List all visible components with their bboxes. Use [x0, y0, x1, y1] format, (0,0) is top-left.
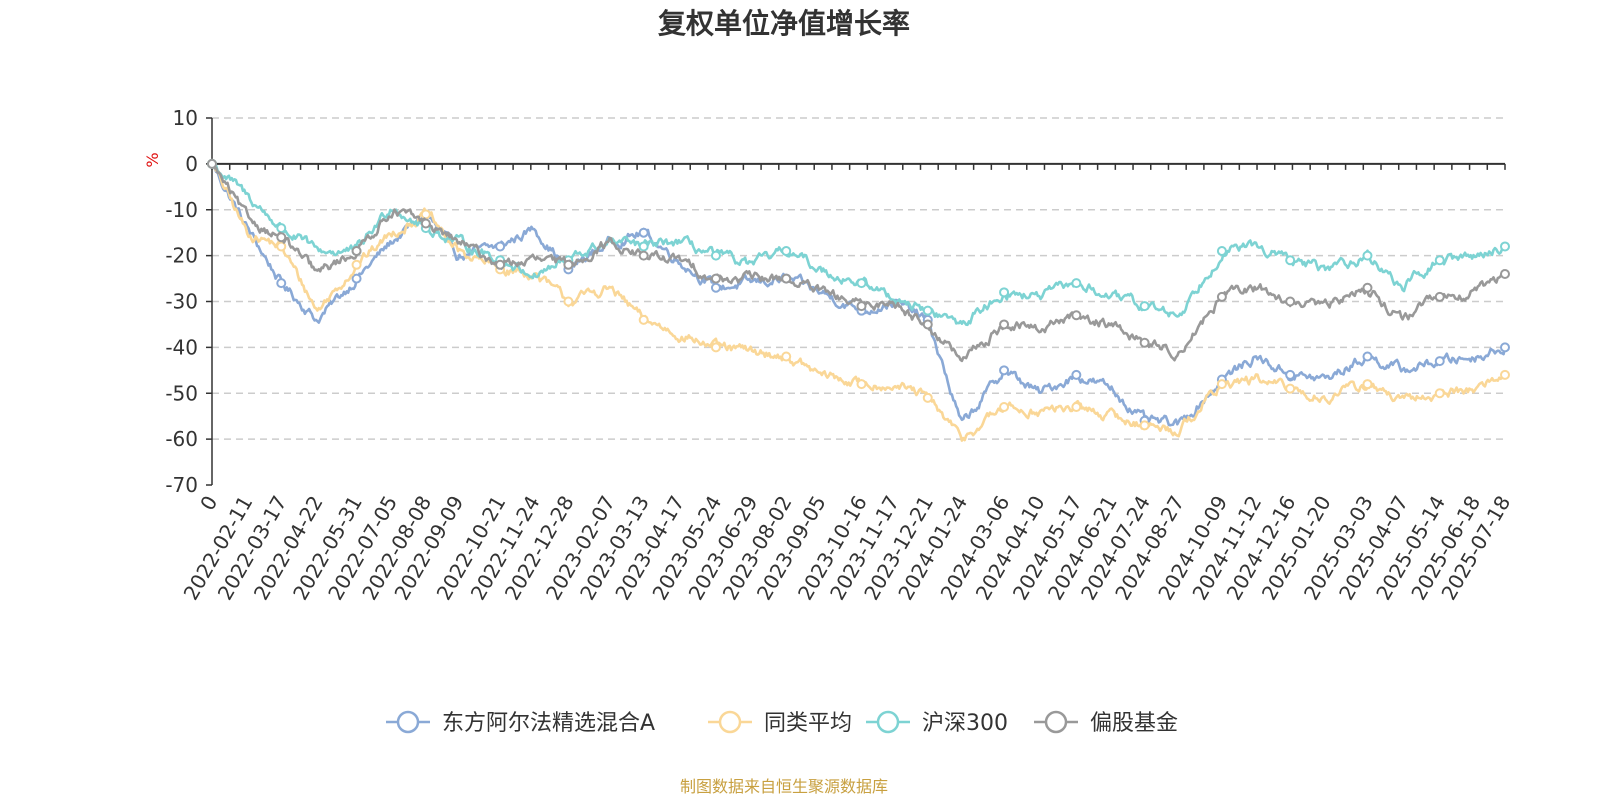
data-point	[1434, 255, 1445, 266]
data-point	[856, 301, 867, 312]
data-point	[1285, 369, 1296, 380]
data-point	[1285, 383, 1296, 394]
series-layer	[207, 158, 1510, 442]
legend-label: 同类平均	[764, 711, 852, 736]
data-point	[1285, 296, 1296, 307]
data-point	[638, 227, 649, 238]
data-point	[922, 319, 933, 330]
data-point	[999, 402, 1010, 413]
data-point	[276, 232, 287, 243]
chart-title: 复权单位净值增长率	[658, 7, 910, 40]
data-point	[1434, 356, 1445, 367]
data-point	[1500, 342, 1510, 353]
x-tick-label: 0	[195, 492, 222, 515]
legend[interactable]: 东方阿尔法精选混合A 同类平均 沪深300 偏股基金	[386, 710, 1178, 736]
data-point	[495, 241, 506, 252]
data-point	[999, 319, 1010, 330]
axes	[206, 117, 1506, 486]
data-point	[1216, 246, 1227, 257]
data-point	[1139, 301, 1150, 312]
data-point	[420, 209, 431, 220]
legend-item[interactable]: 偏股基金	[1034, 710, 1178, 736]
data-point	[1362, 351, 1373, 362]
legend-item[interactable]: 沪深300	[866, 710, 1008, 736]
y-tick-label: -10	[165, 198, 198, 222]
legend-label: 东方阿尔法精选混合A	[442, 711, 655, 736]
data-point	[1434, 388, 1445, 399]
data-point	[351, 259, 362, 270]
data-point	[1500, 241, 1510, 252]
data-point	[1285, 255, 1296, 266]
x-tick-labels: 02022-02-112022-03-172022-04-222022-05-3…	[179, 492, 1516, 605]
data-point	[1500, 369, 1510, 380]
legend-marker-icon	[876, 710, 900, 734]
legend-item[interactable]: 东方阿尔法精选混合A	[386, 710, 655, 736]
data-point	[1362, 250, 1373, 261]
data-point	[856, 379, 867, 390]
data-point	[781, 246, 792, 257]
legend-label: 沪深300	[922, 711, 1008, 736]
data-point	[1216, 379, 1227, 390]
data-point	[638, 314, 649, 325]
y-axis-unit: %	[143, 152, 162, 167]
grid-lines	[212, 117, 1505, 440]
data-point	[999, 287, 1010, 298]
legend-label: 偏股基金	[1090, 711, 1178, 736]
y-tick-label: -20	[165, 244, 198, 268]
data-point	[207, 158, 217, 169]
data-point	[781, 273, 792, 284]
data-point	[638, 241, 649, 252]
data-point	[1071, 402, 1082, 413]
data-point	[420, 218, 431, 229]
data-point	[856, 278, 867, 289]
data-point	[1071, 369, 1082, 380]
y-tick-label: -70	[165, 473, 198, 497]
data-point	[563, 296, 574, 307]
data-point	[276, 278, 287, 289]
data-point	[710, 273, 721, 284]
data-point	[1500, 268, 1510, 279]
data-point	[1362, 282, 1373, 293]
data-point	[1434, 291, 1445, 302]
legend-marker-icon	[396, 710, 420, 734]
data-point	[1139, 337, 1150, 348]
y-tick-label: -50	[165, 381, 198, 405]
data-point	[710, 282, 721, 293]
y-tick-label: 0	[185, 152, 198, 176]
legend-marker-icon	[718, 710, 742, 734]
data-point	[351, 246, 362, 257]
y-tick-label: -60	[165, 427, 198, 451]
y-tick-labels: 10 0 -10 -20 -30 -40 -50 -60 -70	[165, 106, 198, 497]
data-point	[1362, 379, 1373, 390]
y-tick-label: -40	[165, 335, 198, 359]
data-point	[495, 259, 506, 270]
data-point	[922, 392, 933, 403]
legend-marker-icon	[1044, 710, 1068, 734]
data-point	[1139, 420, 1150, 431]
y-tick-label: -30	[165, 290, 198, 314]
data-point	[276, 241, 287, 252]
source-note: 制图数据来自恒生聚源数据库	[680, 777, 888, 796]
data-point	[276, 223, 287, 234]
data-point	[638, 250, 649, 261]
legend-item[interactable]: 同类平均	[708, 710, 852, 736]
data-point	[999, 365, 1010, 376]
data-point	[710, 250, 721, 261]
y-tick-label: 10	[173, 106, 198, 130]
data-point	[1071, 310, 1082, 321]
data-point	[351, 273, 362, 284]
data-point	[563, 259, 574, 270]
data-point	[710, 342, 721, 353]
data-point	[922, 305, 933, 316]
data-point	[781, 351, 792, 362]
data-point	[1216, 291, 1227, 302]
data-point	[1071, 278, 1082, 289]
